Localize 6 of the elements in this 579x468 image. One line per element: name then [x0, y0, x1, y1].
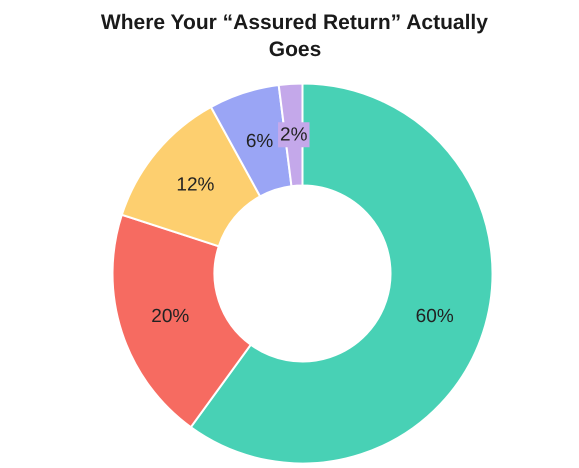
data-label: 20%: [151, 306, 190, 327]
data-label: 6%: [246, 130, 274, 152]
data-label: 2%: [280, 124, 308, 146]
data-label: 12%: [176, 174, 215, 196]
data-label: 60%: [416, 306, 454, 327]
chart-title: Where Your “Assured Return” Actually Goes: [100, 11, 488, 61]
